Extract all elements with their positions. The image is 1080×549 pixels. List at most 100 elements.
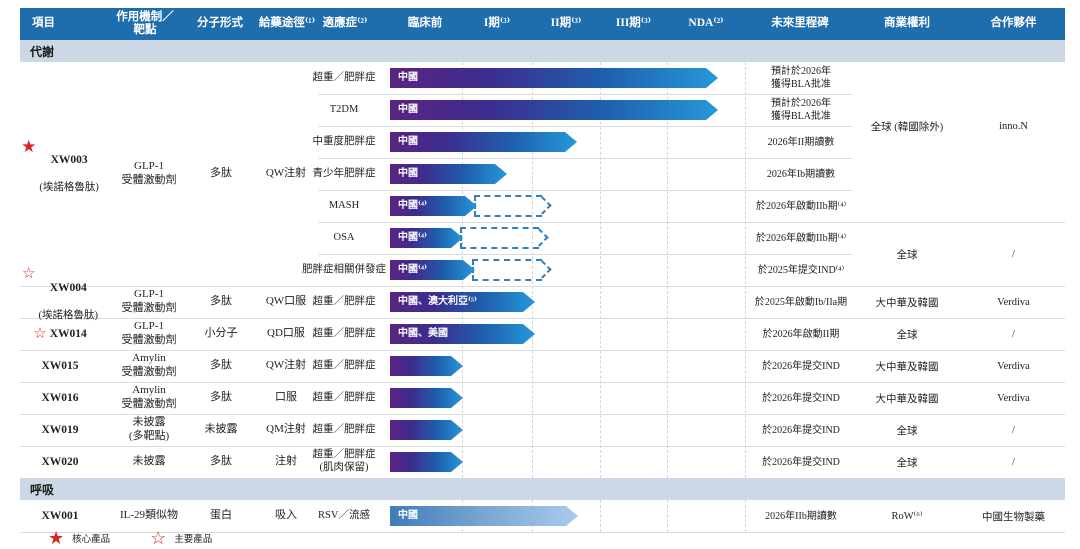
gridline [600, 62, 601, 478]
product-cell-xw019: XW019 [41, 423, 79, 436]
col-header-mechanism: 作用機制／ 靶點 [116, 10, 174, 36]
route-cell: QW口服 [265, 295, 307, 308]
pipeline-row: 超重／肥胖症 (肌肉保留) 於2026年提交IND 全球 / [0, 446, 1080, 478]
col-header-milestone: 未來里程碑 [771, 17, 829, 30]
section-band-metabolic: 代謝 [20, 40, 1065, 62]
key-product-star-icon: ☆ [33, 325, 47, 342]
bar-region-label: 中國 [398, 72, 418, 83]
core-product-star-icon: ★ [48, 528, 65, 548]
mechanism-cell: GLP-1 受體激動劑 [121, 160, 177, 186]
product-cell-xw003: ★ XW003 (埃諾格魯肽) [14, 62, 106, 286]
molecule-cell: 多肽 [210, 295, 232, 308]
separator-line [20, 318, 1065, 319]
milestone-label: 於2025年提交IND⁽⁴⁾ [757, 264, 845, 276]
pipeline-row: 超重／肥胖症 中國、美國 於2026年啟動II期 全球 / [0, 318, 1080, 350]
product-code: XW003 [50, 153, 88, 166]
pipeline-row: OSA 中國⁽⁴⁾ 於2026年啟動IIb期⁽⁴⁾ [0, 222, 1080, 254]
bar-region-label: 中國⁽⁴⁾ [398, 232, 427, 243]
col-header-project: 項目 [32, 17, 55, 30]
indication-label: 超重／肥胖症 [312, 295, 376, 307]
legend: ★ 核心產品 ☆ 主要產品 [48, 528, 212, 548]
molecule-cell: 多肽 [210, 167, 232, 180]
separator-line [20, 286, 1065, 287]
mechanism-cell: IL-29類似物 [119, 509, 179, 522]
partner-cell: / [1012, 456, 1015, 468]
milestone-label: 於2026年提交IND [762, 392, 840, 404]
rights-cell: 全球 [896, 457, 918, 469]
pipeline-bar: 中國 [390, 100, 718, 120]
separator-line [318, 222, 1065, 223]
molecule-cell: 蛋白 [210, 509, 232, 522]
col-header-partner: 合作夥伴 [990, 17, 1037, 30]
route-cell: QD口服 [267, 327, 305, 340]
partner-cell: 中國生物製藥 [982, 511, 1045, 523]
indication-label: 超重／肥胖症 [312, 359, 376, 371]
bar-region-label: 中國 [398, 136, 418, 147]
product-code: XW004 [49, 281, 87, 294]
separator-line [318, 254, 852, 255]
route-cell: 吸入 [275, 509, 297, 522]
indication-label: 青少年肥胖症 [312, 167, 376, 179]
product-name-note: (埃諾格魯肽) [39, 182, 99, 194]
milestone-label: 於2026年提交IND [762, 424, 840, 436]
partner-cell: Verdiva [997, 296, 1030, 308]
separator-line [318, 158, 852, 159]
pipeline-row: 超重／肥胖症 於2026年提交IND 大中華及韓國 Verdiva [0, 382, 1080, 414]
separator-line [318, 94, 852, 95]
pipeline-row: 超重／肥胖症 於2026年提交IND 大中華及韓國 Verdiva [0, 350, 1080, 382]
indication-label: 超重／肥胖症 (肌肉保留) [312, 449, 376, 473]
route-cell: QW注射 [265, 167, 307, 180]
indication-label: T2DM [329, 103, 359, 115]
pipeline-row: 超重／肥胖症 中國、澳大利亞⁽⁵⁾ 於2025年啟動Ib/IIa期 大中華及韓國… [0, 286, 1080, 318]
separator-line [20, 414, 1065, 415]
bar-region-label: 中國 [398, 104, 418, 115]
table-header: 項目 作用機制／ 靶點 分子形式 給藥途徑⁽¹⁾ 適應症⁽²⁾ 臨床前 I期⁽³… [20, 8, 1065, 40]
indication-label: MASH [328, 199, 360, 211]
route-cell: QM注射 [266, 423, 306, 436]
molecule-cell: 多肽 [210, 391, 232, 404]
dashed-planned-bar [472, 259, 542, 281]
col-header-phase1: I期⁽³⁾ [483, 17, 511, 30]
dashed-planned-bar [474, 195, 542, 217]
mechanism-cell: GLP-1 受體激動劑 [121, 320, 177, 346]
indication-label: 超重／肥胖症 [312, 423, 376, 435]
pipeline-bar: 中國⁽⁴⁾ [390, 196, 477, 216]
pipeline-row: 超重／肥胖症 中國 預計於2026年 獲得BLA批准 [0, 62, 1080, 94]
col-header-preclinical: 臨床前 [407, 17, 443, 30]
indication-label: 中重度肥胖症 [312, 135, 376, 147]
separator-line [20, 446, 1065, 447]
pipeline-bar: 中國⁽⁴⁾ [390, 228, 463, 248]
product-code: XW014 [49, 327, 87, 340]
pipeline-bar: 中國、澳大利亞⁽⁵⁾ [390, 292, 535, 312]
route-cell: QW注射 [265, 359, 307, 372]
rights-cell: 大中華及韓國 [875, 393, 939, 405]
separator-line [20, 350, 1065, 351]
milestone-label: 於2026年啟動II期 [762, 328, 840, 340]
gridline [667, 500, 668, 532]
gridline [745, 500, 746, 532]
milestone-label: 於2025年啟動Ib/IIa期 [754, 296, 848, 308]
rights-cell: 全球 [896, 249, 918, 261]
pipeline-row: 肥胖症相關併發症 中國⁽⁴⁾ 於2025年提交IND⁽⁴⁾ [0, 254, 1080, 286]
bar-region-label: 中國⁽⁴⁾ [398, 200, 427, 211]
milestone-label: 於2026年提交IND [762, 360, 840, 372]
indication-label: 超重／肥胖症 [312, 391, 376, 403]
gridline [745, 62, 746, 478]
molecule-cell: 多肽 [210, 455, 232, 468]
milestone-label: 2026年Ib期讀數 [766, 168, 836, 180]
bar-region-label: 中國 [398, 510, 418, 521]
legend-core-product: ★ 核心產品 [48, 529, 110, 547]
product-cell-xw016: XW016 [41, 391, 79, 404]
product-cell-xw015: XW015 [41, 359, 79, 372]
milestone-label: 預計於2026年 獲得BLA批准 [771, 98, 831, 122]
mechanism-cell: 未披露 (多靶點) [128, 416, 170, 442]
product-name-note: (埃諾格魯肽) [38, 310, 98, 322]
separator-line [318, 190, 852, 191]
pipeline-row: 中重度肥胖症 中國 2026年II期讀數 [0, 126, 1080, 158]
separator-line [20, 382, 1065, 383]
bar-region-label: 中國、美國 [398, 328, 448, 339]
product-cell-xw014: ☆ XW014 [14, 318, 106, 350]
legend-key-product: ☆ 主要產品 [150, 529, 212, 547]
route-cell: 口服 [275, 391, 297, 404]
